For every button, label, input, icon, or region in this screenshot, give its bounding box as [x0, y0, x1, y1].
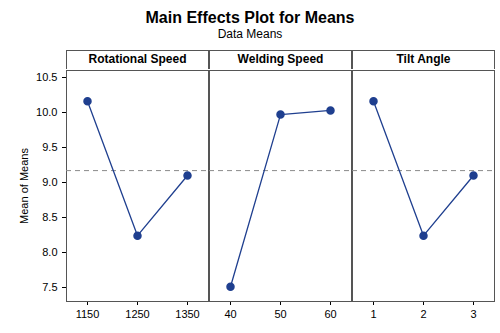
html-text:Main Effects Plot for Means: Main Effects Plot for Means	[145, 9, 355, 26]
svg-text:1350: 1350	[175, 308, 199, 320]
svg-text:7.5: 7.5	[42, 281, 57, 293]
svg-text:10.0: 10.0	[36, 106, 57, 118]
svg-text:60: 60	[324, 308, 336, 320]
html-text:Data Means: Data Means	[217, 27, 283, 41]
svg-text:9.5: 9.5	[42, 141, 57, 153]
html-text:Tilt Angle: Tilt Angle	[396, 52, 451, 66]
svg-text:2: 2	[420, 308, 426, 320]
svg-text:1150: 1150	[76, 308, 100, 320]
svg-text:Mean of Means: Mean of Means	[18, 148, 30, 224]
svg-text:8.5: 8.5	[42, 211, 57, 223]
svg-text:9.0: 9.0	[42, 176, 57, 188]
svg-text:50: 50	[274, 308, 286, 320]
svg-text:40: 40	[224, 308, 236, 320]
svg-text:10.5: 10.5	[36, 71, 57, 83]
svg-text:1250: 1250	[125, 308, 149, 320]
html-text:Welding Speed: Welding Speed	[237, 52, 324, 66]
svg-text:3: 3	[470, 308, 476, 320]
svg-text:8.0: 8.0	[42, 246, 57, 258]
html-text:Rotational Speed: Rotational Speed	[88, 52, 187, 66]
svg-text:1: 1	[370, 308, 376, 320]
